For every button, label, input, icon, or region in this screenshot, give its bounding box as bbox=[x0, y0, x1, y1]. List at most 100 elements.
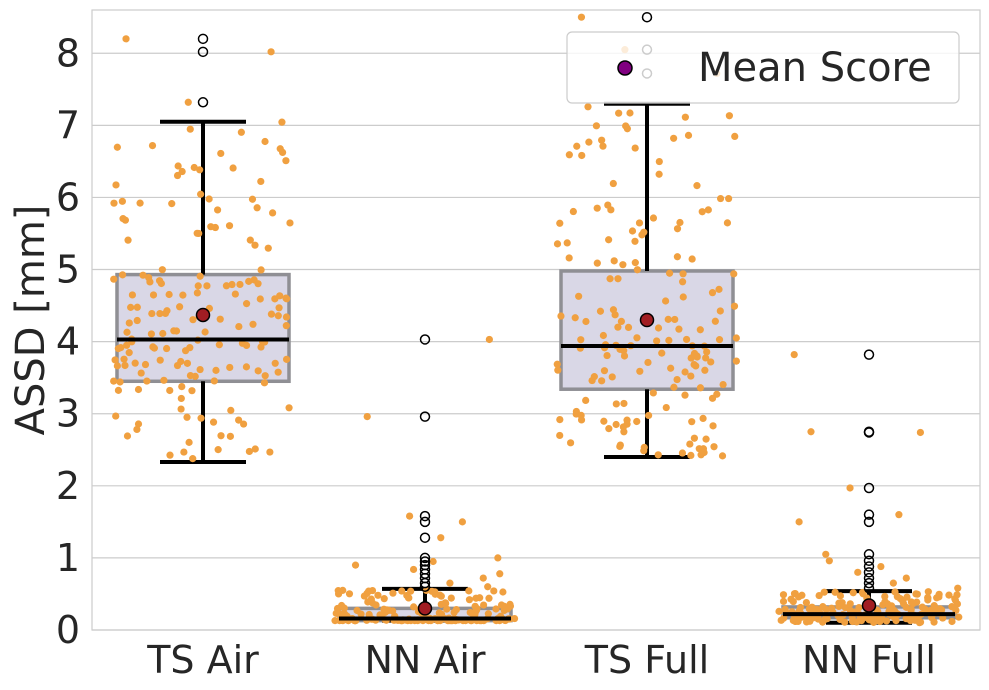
data-point-ts-full-95 bbox=[556, 416, 564, 424]
data-point-ts-air-34 bbox=[118, 197, 126, 205]
data-point-ts-air-79 bbox=[267, 310, 276, 318]
outlier-ts-full-2 bbox=[641, 11, 653, 23]
mean-marker-ts-full bbox=[639, 312, 655, 328]
data-point-nn-air-137 bbox=[437, 610, 446, 618]
outlier-nn-full-2 bbox=[863, 572, 875, 584]
outlier-nn-full-12 bbox=[863, 349, 875, 360]
data-point-ts-air-20 bbox=[215, 341, 223, 349]
legend-mean-marker bbox=[617, 60, 633, 76]
data-point-ts-air-117 bbox=[147, 330, 155, 338]
data-point-nn-full-72 bbox=[948, 617, 956, 626]
data-point-ts-air-119 bbox=[177, 405, 185, 413]
data-point-nn-air-92 bbox=[398, 587, 406, 595]
data-point-ts-full-132 bbox=[623, 125, 631, 133]
data-point-nn-air-177 bbox=[494, 554, 502, 562]
outlier-nn-air-7 bbox=[419, 552, 431, 564]
data-point-nn-full-127 bbox=[819, 603, 827, 611]
data-point-ts-air-144 bbox=[213, 206, 222, 214]
data-point-ts-air-44 bbox=[148, 309, 156, 318]
data-point-ts-full-123 bbox=[593, 259, 601, 267]
data-point-ts-full-131 bbox=[616, 442, 624, 451]
data-point-ts-full-41 bbox=[708, 394, 717, 402]
data-point-nn-full-115 bbox=[937, 606, 946, 614]
data-point-nn-air-87 bbox=[500, 606, 508, 615]
data-point-ts-full-104 bbox=[638, 231, 646, 239]
data-point-ts-air-92 bbox=[282, 355, 291, 363]
outlier-nn-air-6 bbox=[419, 556, 431, 567]
data-point-nn-full-33 bbox=[779, 597, 788, 606]
data-point-ts-air-148 bbox=[110, 275, 118, 283]
data-point-ts-full-103 bbox=[662, 403, 670, 412]
data-point-ts-air-15 bbox=[264, 244, 272, 252]
data-point-nn-full-140 bbox=[913, 590, 921, 598]
data-point-nn-full-89 bbox=[903, 593, 911, 601]
data-point-ts-air-121 bbox=[186, 125, 194, 133]
data-point-ts-air-128 bbox=[235, 322, 243, 331]
data-point-ts-full-3 bbox=[658, 349, 666, 357]
data-point-ts-full-24 bbox=[693, 182, 701, 190]
x-tick-label-ts-air: TS Air bbox=[146, 638, 259, 682]
data-point-nn-air-182 bbox=[485, 335, 493, 344]
data-point-nn-air-173 bbox=[496, 570, 504, 578]
data-point-nn-air-33 bbox=[380, 595, 388, 603]
data-point-ts-full-72 bbox=[732, 334, 740, 342]
data-point-ts-full-94 bbox=[553, 240, 562, 248]
data-point-nn-full-135 bbox=[802, 598, 811, 607]
outlier-nn-full-5 bbox=[863, 555, 875, 567]
data-point-nn-full-71 bbox=[924, 588, 932, 596]
data-point-ts-air-7 bbox=[249, 320, 257, 328]
data-point-nn-full-90 bbox=[814, 615, 822, 623]
data-point-nn-full-161 bbox=[951, 595, 959, 603]
data-point-ts-full-127 bbox=[654, 451, 662, 459]
data-point-nn-full-159 bbox=[918, 603, 926, 611]
outlier-nn-full-8 bbox=[863, 509, 875, 520]
data-point-ts-air-90 bbox=[181, 347, 190, 355]
data-point-nn-air-170 bbox=[484, 583, 492, 591]
data-point-ts-air-108 bbox=[158, 266, 166, 274]
data-point-ts-full-152 bbox=[609, 306, 618, 314]
data-point-ts-full-111 bbox=[612, 420, 620, 429]
outlier-nn-full-7 bbox=[863, 516, 875, 528]
outlier-nn-air-9 bbox=[419, 516, 431, 528]
data-point-nn-air-51 bbox=[465, 587, 473, 595]
data-point-ts-air-52 bbox=[185, 438, 193, 446]
data-point-ts-air-82 bbox=[174, 162, 182, 170]
data-point-ts-air-27 bbox=[141, 360, 150, 369]
data-point-nn-full-128 bbox=[820, 616, 828, 624]
y-axis-title: ASSD [mm] bbox=[8, 205, 54, 436]
data-point-ts-air-156 bbox=[205, 195, 213, 203]
data-point-ts-full-13 bbox=[679, 278, 687, 286]
data-point-ts-air-101 bbox=[131, 359, 139, 367]
data-point-ts-air-164 bbox=[121, 216, 130, 224]
data-point-ts-air-157 bbox=[110, 377, 118, 385]
x-axis-ticks: TS Air NN Air TS Full NN Full bbox=[146, 638, 936, 682]
data-point-ts-full-83 bbox=[673, 225, 682, 233]
data-point-nn-air-157 bbox=[437, 600, 445, 608]
data-point-nn-full-150 bbox=[924, 596, 932, 604]
data-point-ts-air-151 bbox=[128, 291, 137, 299]
data-point-nn-air-67 bbox=[492, 605, 500, 613]
data-point-nn-full-129 bbox=[933, 594, 941, 602]
data-point-ts-full-62 bbox=[731, 132, 739, 141]
data-point-ts-full-98 bbox=[605, 236, 613, 244]
data-point-ts-air-35 bbox=[236, 280, 244, 289]
data-point-ts-air-120 bbox=[149, 343, 157, 351]
data-point-nn-full-180 bbox=[916, 428, 925, 437]
data-point-nn-full-139 bbox=[841, 618, 849, 626]
data-point-ts-full-153 bbox=[698, 208, 706, 216]
data-point-ts-full-50 bbox=[556, 431, 564, 440]
outlier-nn-air-4 bbox=[419, 564, 431, 575]
mean-marker-nn-air bbox=[417, 601, 433, 616]
data-point-ts-air-38 bbox=[111, 356, 119, 364]
data-point-ts-full-17 bbox=[673, 375, 681, 384]
data-point-ts-full-7 bbox=[688, 418, 696, 426]
data-point-ts-full-122 bbox=[599, 331, 607, 340]
data-point-ts-full-162 bbox=[598, 377, 606, 385]
data-point-ts-air-123 bbox=[180, 448, 188, 456]
data-point-ts-full-32 bbox=[715, 336, 724, 344]
data-point-ts-air-56 bbox=[271, 359, 279, 367]
data-point-ts-air-10 bbox=[239, 420, 248, 428]
data-point-nn-air-64 bbox=[443, 605, 451, 613]
data-point-nn-full-162 bbox=[915, 619, 924, 627]
outlier-nn-full-6 bbox=[863, 549, 875, 560]
